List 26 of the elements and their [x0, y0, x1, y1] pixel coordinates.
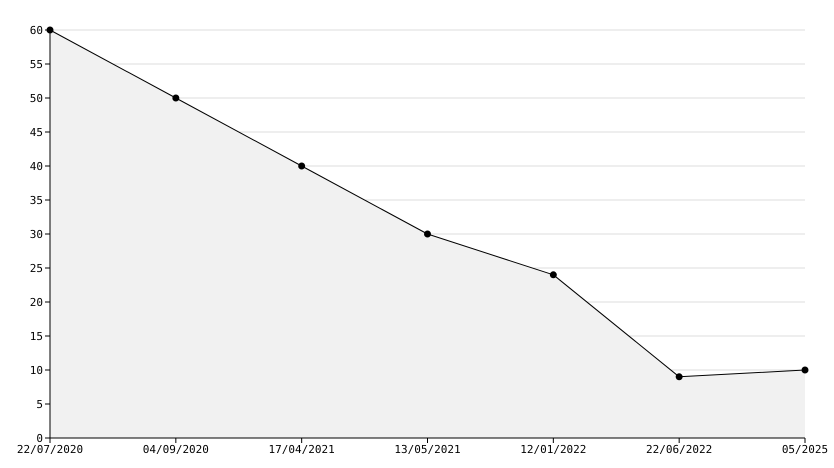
x-tick-label: 13/05/2021 — [394, 442, 461, 456]
x-tick-label: 04/09/2020 — [142, 442, 209, 456]
y-tick-label: 15 — [30, 330, 43, 343]
x-tick-label: 22/06/2022 — [646, 442, 712, 456]
y-tick-label: 40 — [30, 160, 43, 173]
y-tick-label: 60 — [30, 24, 43, 37]
point — [802, 366, 808, 374]
y-tick-label: 20 — [30, 296, 43, 309]
point — [298, 162, 306, 170]
y-tick-label: 35 — [30, 194, 43, 207]
point — [676, 373, 683, 380]
y-tick-label: 30 — [30, 228, 43, 241]
y-tick-label: 10 — [30, 364, 43, 377]
x-tick-label: 12/01/2022 — [520, 442, 586, 456]
point — [172, 94, 180, 102]
y-tick-label: 25 — [30, 262, 43, 275]
x-tick-label: 22/07/2020 — [16, 442, 84, 456]
y-tick-label: 45 — [30, 126, 43, 139]
y-tick-label: 5 — [36, 398, 43, 411]
y-tick-label: 0 — [36, 432, 43, 445]
y-tick-label: 50 — [30, 92, 43, 105]
x-tick-label: 05/2025 — [782, 442, 828, 456]
y-tick-label: 55 — [30, 58, 43, 71]
x-tick-label: 17/04/2021 — [268, 442, 335, 456]
point — [550, 271, 557, 278]
point — [424, 230, 431, 238]
